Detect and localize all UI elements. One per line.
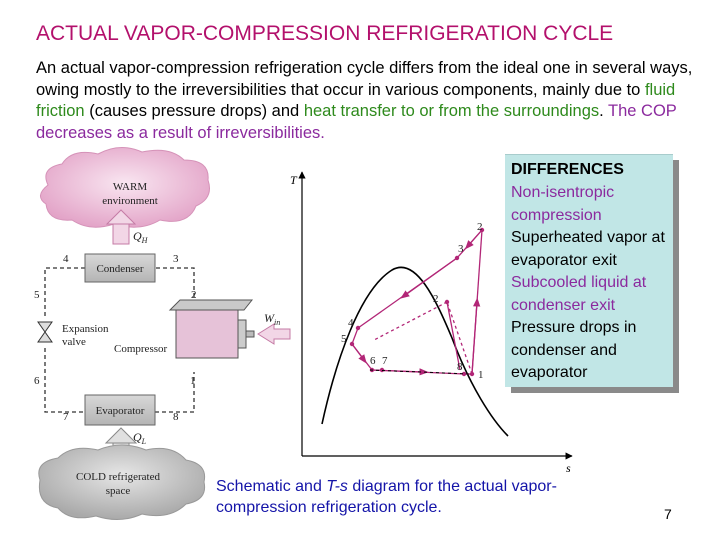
intro-heat-transfer: heat transfer to or from the surrounding…	[303, 102, 600, 120]
win-work-arrow: Win	[257, 311, 291, 345]
win-label: W	[264, 311, 275, 325]
warm-environment-cloud: WARM environment	[40, 147, 210, 228]
intro-text-3: .	[599, 102, 609, 120]
schem-state-5: 5	[34, 289, 40, 301]
svg-text:QH: QH	[133, 229, 149, 245]
schem-state-3: 3	[173, 253, 179, 265]
ts-state-4: 4	[348, 317, 354, 329]
qh-subscript: H	[141, 236, 149, 245]
ql-label: Q	[133, 430, 142, 444]
cold-cloud-label-2: space	[106, 485, 131, 497]
schem-state-8: 8	[173, 411, 179, 423]
intro-text-2: (causes pressure drops) and	[84, 102, 304, 120]
ts-s-axis-label: s	[566, 461, 571, 475]
difference-subcooled: Subcooled liquid at condenser exit	[511, 274, 647, 314]
svg-text:QL: QL	[133, 430, 147, 446]
ts-state-2: 2	[477, 221, 483, 233]
figure-caption: Schematic and T-s diagram for the actual…	[216, 476, 576, 518]
compressor: Compressor	[114, 299, 255, 359]
cold-cloud-label-1: COLD refrigerated	[76, 471, 160, 483]
schem-state-7: 7	[63, 411, 69, 423]
caption-ts-italic: T-s	[326, 478, 348, 495]
schem-state-4: 4	[63, 253, 69, 265]
qh-heat-arrow: QH	[105, 209, 149, 245]
ts-state-7: 7	[382, 355, 388, 367]
ts-state-2s: 2	[433, 293, 439, 305]
cold-space-cloud: COLD refrigerated space	[38, 444, 206, 520]
intro-cop-statement: The COP decreases as a result of irrever…	[36, 102, 677, 142]
ql-subscript: L	[141, 437, 147, 446]
caption-text-2: diagram for the actual vapor-compression…	[216, 478, 557, 516]
ts-state-8: 8	[457, 361, 463, 373]
page-number: 7	[664, 506, 672, 522]
expansion-valve-label-1: Expansion	[62, 323, 109, 335]
schem-state-2: 2	[191, 289, 197, 301]
caption-text-1: Schematic and	[216, 478, 327, 495]
evaporator: Evaporator	[84, 394, 156, 426]
warm-cloud-label-2: environment	[102, 195, 158, 207]
schematic-state-labels: 4 3 5 2 6 1 7 8	[34, 253, 197, 423]
schem-state-1: 1	[190, 375, 196, 387]
ts-state-3: 3	[458, 243, 464, 255]
intro-text-1: An actual vapor-compression refrigeratio…	[36, 59, 693, 99]
intro-paragraph: An actual vapor-compression refrigeratio…	[36, 58, 696, 144]
expansion-valve-label-2: valve	[62, 336, 86, 348]
slide-title: ACTUAL VAPOR-COMPRESSION REFRIGERATION C…	[36, 22, 614, 45]
differences-heading: DIFFERENCES	[511, 161, 624, 178]
intro-fluid-friction: fluid friction	[36, 80, 676, 121]
ts-state-labels: 2 3 2 4 5 6 7 8 1	[341, 221, 484, 381]
win-subscript: in	[274, 318, 280, 327]
condenser: Condenser	[84, 253, 156, 283]
warm-cloud-label-1: WARM	[113, 181, 147, 193]
expansion-valve: Expansion valve	[37, 321, 109, 348]
saturation-dome	[321, 266, 509, 437]
difference-superheated: Superheated vapor at evaporator exit	[511, 229, 665, 269]
ts-state-5: 5	[341, 333, 347, 345]
ts-t-axis-label: T	[290, 173, 298, 187]
condenser-label: Condenser	[96, 263, 143, 275]
schem-state-6: 6	[34, 375, 40, 387]
qh-label: Q	[133, 229, 142, 243]
cycle-state-points	[349, 227, 485, 377]
difference-pressure-drops: Pressure drops in condenser and evaporat…	[511, 319, 637, 381]
differences-box: DIFFERENCES Non-isentropic compression S…	[505, 154, 673, 387]
ts-state-6: 6	[370, 355, 376, 367]
evaporator-label: Evaporator	[96, 405, 145, 417]
svg-text:Win: Win	[264, 311, 280, 327]
difference-non-isentropic: Non-isentropic compression	[511, 184, 615, 224]
compressor-label: Compressor	[114, 343, 168, 355]
ts-state-1: 1	[478, 369, 484, 381]
